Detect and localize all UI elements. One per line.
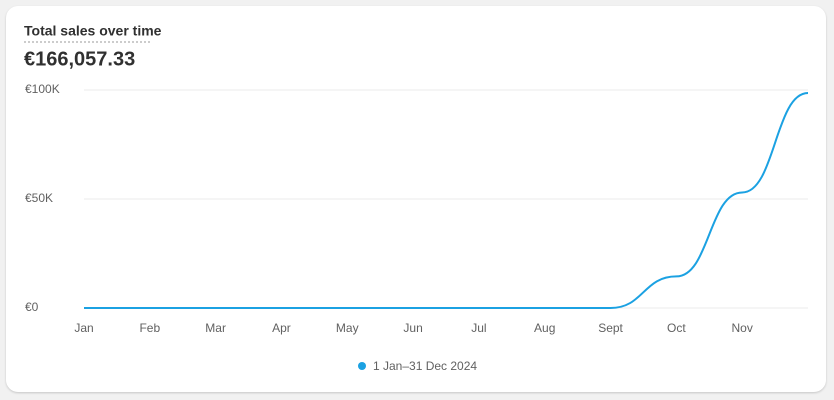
x-tick-label: Jan	[74, 321, 93, 335]
line	[83, 92, 809, 309]
total-value: €166,057.33	[24, 48, 135, 70]
x-tick-label: Aug	[534, 321, 555, 335]
x-tick-label: Jun	[403, 321, 422, 335]
x-tick-label: Oct	[667, 321, 686, 335]
x-tick-label: Mar	[205, 321, 226, 335]
y-tick-label: €0	[25, 300, 39, 314]
legend-label: 1 Jan–31 Dec 2024	[373, 359, 477, 373]
legend-marker	[358, 362, 366, 370]
x-tick-label: Jul	[471, 321, 486, 335]
x-tick-label: Nov	[732, 321, 753, 335]
x-tick-label: Sept	[598, 321, 623, 335]
y-tick-label: €100K	[25, 82, 60, 96]
chart-title: Total sales over time	[24, 23, 162, 39]
x-tick-label: May	[336, 321, 359, 335]
x-tick-label: Apr	[272, 321, 291, 335]
y-tick-label: €50K	[25, 191, 53, 205]
x-tick-label: Feb	[139, 321, 160, 335]
